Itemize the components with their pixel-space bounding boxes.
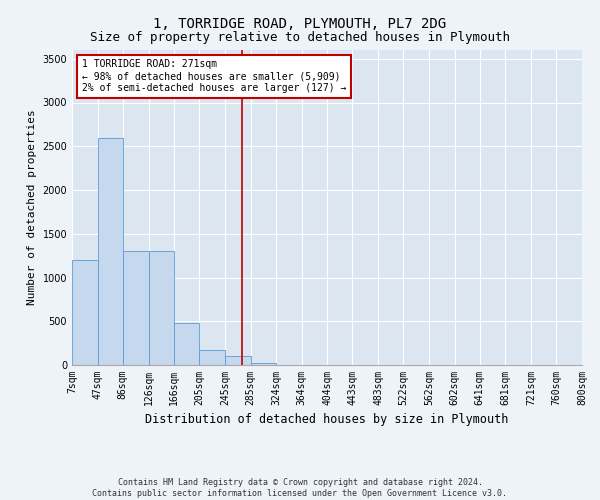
Text: 1, TORRIDGE ROAD, PLYMOUTH, PL7 2DG: 1, TORRIDGE ROAD, PLYMOUTH, PL7 2DG: [154, 18, 446, 32]
Bar: [123, 251, 149, 365]
X-axis label: Distribution of detached houses by size in Plymouth: Distribution of detached houses by size …: [145, 414, 509, 426]
Bar: [174, 323, 199, 365]
Text: Size of property relative to detached houses in Plymouth: Size of property relative to detached ho…: [90, 31, 510, 44]
Text: Contains HM Land Registry data © Crown copyright and database right 2024.
Contai: Contains HM Land Registry data © Crown c…: [92, 478, 508, 498]
Bar: [225, 356, 251, 365]
Bar: [199, 350, 225, 365]
Bar: [98, 138, 123, 365]
Y-axis label: Number of detached properties: Number of detached properties: [27, 110, 37, 306]
Text: 1 TORRIDGE ROAD: 271sqm
← 98% of detached houses are smaller (5,909)
2% of semi-: 1 TORRIDGE ROAD: 271sqm ← 98% of detache…: [82, 60, 347, 92]
Bar: [72, 260, 98, 365]
Bar: [149, 251, 174, 365]
Bar: [251, 363, 276, 365]
